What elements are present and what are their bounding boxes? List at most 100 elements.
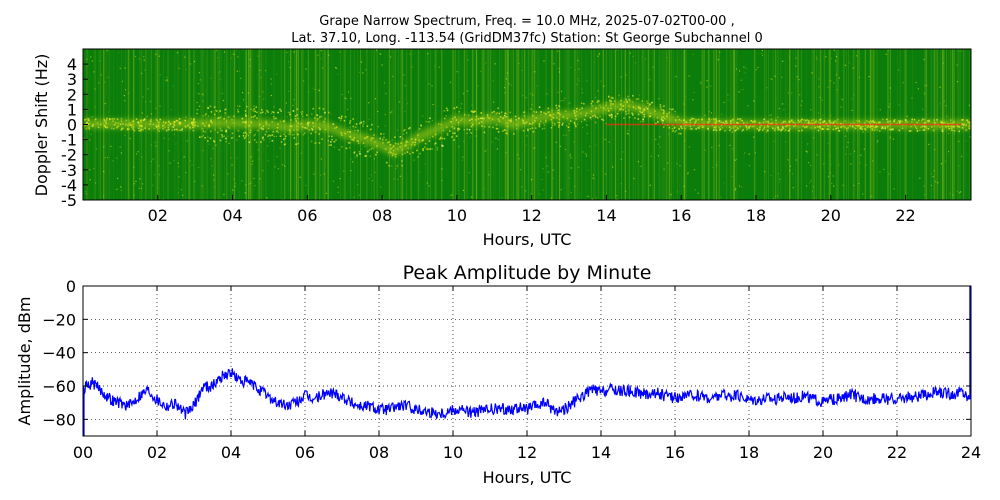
spectrogram-noise-speck bbox=[525, 97, 527, 99]
spectrogram-signal-speck bbox=[340, 117, 343, 120]
spectrogram-signal-speck bbox=[401, 153, 404, 156]
spectrogram-noise-speck bbox=[741, 186, 743, 188]
spectrogram-noise-speck bbox=[577, 78, 579, 80]
spectrogram-noise-speck bbox=[501, 197, 503, 199]
spectrogram-noise-speck bbox=[135, 180, 137, 183]
spectrogram-noise-speck bbox=[191, 164, 193, 166]
spectrogram-signal-speck bbox=[322, 108, 325, 110]
spectrogram-noise-speck bbox=[735, 68, 738, 70]
spectrogram-signal-speck bbox=[678, 128, 681, 130]
spectrogram-signal-speck bbox=[535, 111, 538, 113]
spectrogram-noise-speck bbox=[833, 82, 835, 84]
spectrogram-noise-speck bbox=[249, 65, 251, 67]
spectrogram-noise-speck bbox=[320, 50, 322, 52]
spectrogram-noise-speck bbox=[586, 80, 588, 82]
spectrogram-noise-speck bbox=[578, 80, 580, 82]
spectrogram-noise-speck bbox=[144, 69, 146, 71]
spectrogram-signal-speck bbox=[135, 118, 138, 120]
spectrogram-noise-speck bbox=[292, 104, 294, 107]
spectrogram-noise-speck bbox=[805, 150, 807, 152]
spectrogram-noise-speck bbox=[143, 59, 145, 61]
spectrogram-noise-speck bbox=[323, 173, 325, 175]
spectrogram-noise-speck bbox=[197, 83, 200, 85]
spectrogram-noise-speck bbox=[947, 151, 950, 153]
spectrogram-signal-speck bbox=[627, 95, 629, 98]
spectrogram-noise-speck bbox=[823, 163, 825, 165]
spectrogram-signal-speck bbox=[625, 113, 628, 115]
spectrogram-signal-speck bbox=[642, 120, 645, 123]
spectrogram-noise-speck bbox=[462, 93, 465, 95]
spectrogram-signal-speck bbox=[590, 102, 593, 105]
spectrogram-signal-speck bbox=[611, 116, 613, 118]
spectrogram-noise-speck bbox=[562, 100, 564, 102]
spectrogram-noise-speck bbox=[469, 131, 471, 133]
spectrogram-noise-speck bbox=[542, 189, 545, 191]
spectrogram-signal-speck bbox=[409, 126, 411, 129]
spectrogram-noise-speck bbox=[906, 115, 908, 117]
spectrogram-noise-speck bbox=[343, 170, 345, 172]
spectrogram-signal-speck bbox=[349, 120, 352, 122]
spectrogram-signal-speck bbox=[399, 136, 402, 138]
spectrogram-signal-speck bbox=[788, 129, 790, 132]
spectrogram-signal-speck bbox=[111, 118, 114, 120]
spectrogram-noise-speck bbox=[91, 60, 93, 62]
spectrogram-noise-speck bbox=[345, 98, 347, 100]
spectrogram-noise-speck bbox=[788, 56, 790, 58]
spectrogram-noise-speck bbox=[639, 94, 641, 96]
spectrogram-noise-speck bbox=[595, 197, 597, 199]
spectrogram-signal-speck bbox=[643, 115, 646, 118]
spectrogram-noise-speck bbox=[485, 62, 487, 64]
spectrogram-noise-speck bbox=[675, 129, 677, 132]
spectrogram-noise-speck bbox=[633, 177, 635, 180]
spectrogram-noise-speck bbox=[858, 182, 860, 185]
spectrogram-noise-speck bbox=[688, 146, 691, 148]
spectrogram-noise-speck bbox=[381, 64, 383, 66]
spectrogram-noise-speck bbox=[770, 114, 772, 116]
spectrogram-noise-speck bbox=[441, 179, 443, 182]
spectrogram-noise-speck bbox=[110, 145, 112, 148]
spectrogram-noise-speck bbox=[836, 89, 838, 91]
spectrogram-signal-speck bbox=[610, 96, 613, 99]
spectrogram-noise-speck bbox=[202, 115, 204, 117]
amplitude-x-tick-label: 14 bbox=[591, 443, 611, 462]
spectrogram-noise-speck bbox=[236, 127, 238, 130]
spectrogram-noise-speck bbox=[798, 78, 800, 81]
spectrogram-x-tick-label: 08 bbox=[372, 206, 392, 225]
spectrogram-signal-speck bbox=[893, 118, 896, 121]
spectrogram-signal-speck bbox=[345, 147, 348, 150]
spectrogram-noise-speck bbox=[889, 87, 891, 89]
spectrogram-signal-speck bbox=[609, 114, 611, 117]
spectrogram-noise-speck bbox=[902, 82, 904, 84]
spectrogram-signal-speck bbox=[405, 131, 408, 134]
spectrogram-noise-speck bbox=[597, 90, 599, 92]
spectrogram-signal-speck bbox=[496, 127, 499, 130]
spectrogram-noise-speck bbox=[337, 191, 339, 194]
spectrogram-noise-speck bbox=[693, 91, 695, 94]
spectrogram-signal-speck bbox=[271, 134, 274, 136]
spectrogram-signal-speck bbox=[253, 108, 256, 110]
spectrogram-signal-speck bbox=[403, 129, 405, 132]
spectrogram-signal-speck bbox=[339, 119, 342, 122]
spectrogram-noise-speck bbox=[314, 88, 316, 91]
spectrogram-noise-speck bbox=[133, 166, 135, 168]
spectrogram-noise-speck bbox=[778, 107, 780, 110]
spectrogram-noise-speck bbox=[892, 138, 894, 140]
spectrogram-signal-speck bbox=[255, 141, 258, 144]
spectrogram-noise-speck bbox=[569, 153, 572, 155]
spectrogram-signal-speck bbox=[388, 164, 391, 167]
spectrogram-noise-speck bbox=[717, 58, 719, 61]
spectrogram-signal-speck bbox=[406, 151, 409, 153]
spectrogram-signal-speck bbox=[473, 110, 475, 113]
spectrogram-signal-speck bbox=[294, 115, 297, 117]
spectrogram-noise-speck bbox=[779, 178, 781, 180]
spectrogram-noise-speck bbox=[462, 156, 464, 158]
spectrogram-signal-speck bbox=[534, 127, 537, 129]
spectrogram-signal-speck bbox=[284, 135, 287, 138]
spectrogram-signal-speck bbox=[778, 128, 781, 131]
spectrogram-noise-speck bbox=[163, 137, 165, 139]
spectrogram-noise-speck bbox=[158, 165, 160, 167]
spectrogram-signal-speck bbox=[308, 129, 311, 131]
spectrogram-noise-speck bbox=[745, 67, 747, 69]
spectrogram-noise-speck bbox=[198, 93, 200, 95]
spectrogram-signal-speck bbox=[614, 118, 616, 120]
